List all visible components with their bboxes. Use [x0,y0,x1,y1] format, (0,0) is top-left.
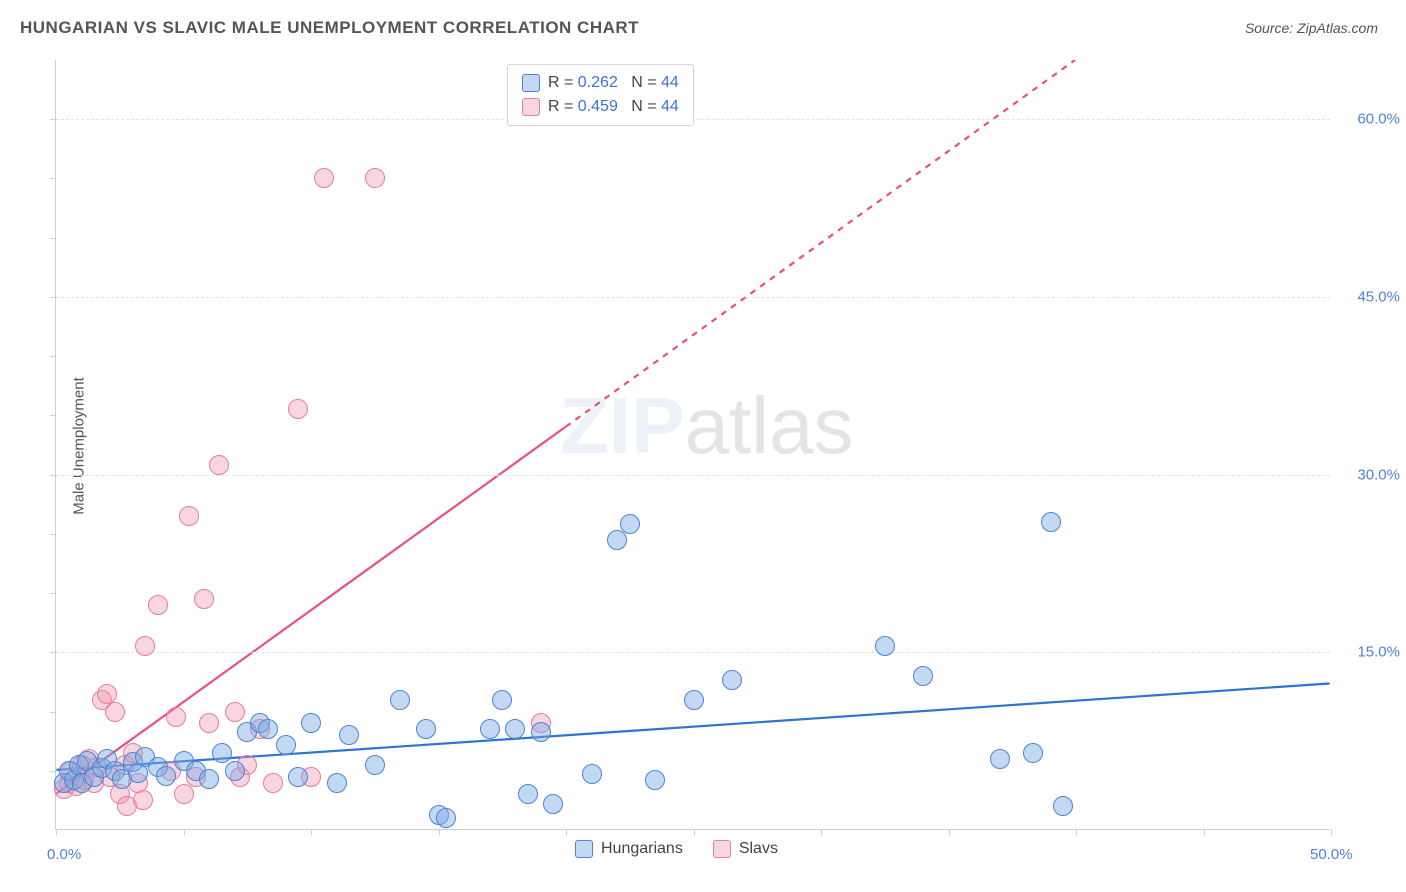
marker-hungarians [620,514,640,534]
marker-hungarians [416,719,436,739]
marker-hungarians [327,773,347,793]
marker-hungarians [1041,512,1061,532]
marker-hungarians [258,719,278,739]
y-tick-label: 45.0% [1340,288,1400,305]
marker-slavs [166,707,186,727]
marker-slavs [209,455,229,475]
legend-label-hungarians: Hungarians [601,840,683,858]
marker-hungarians [436,808,456,828]
marker-hungarians [212,743,232,763]
marker-hungarians [1023,743,1043,763]
swatch-slavs-icon [522,98,540,116]
marker-slavs [133,790,153,810]
y-tick-label: 15.0% [1340,644,1400,661]
legend-label-slavs: Slavs [739,840,778,858]
marker-slavs [174,784,194,804]
marker-slavs [314,168,334,188]
scatter-plot-area: 15.0%30.0%45.0%60.0% [55,60,1330,830]
marker-slavs [288,399,308,419]
marker-hungarians [875,636,895,656]
swatch-hungarians-icon [522,74,540,92]
marker-hungarians [518,784,538,804]
marker-hungarians [913,666,933,686]
series-legend: Hungarians Slavs [575,840,778,858]
marker-slavs [263,773,283,793]
stats-row-slavs: R = 0.459 N = 44 [522,95,679,119]
stats-text-hungarians: R = 0.262 N = 44 [548,71,679,95]
swatch-slavs-icon [713,840,731,858]
stats-text-slavs: R = 0.459 N = 44 [548,95,679,119]
legend-item-hungarians: Hungarians [575,840,683,858]
x-tick-label: 0.0% [47,846,81,863]
marker-hungarians [480,719,500,739]
marker-slavs [179,506,199,526]
stats-row-hungarians: R = 0.262 N = 44 [522,71,679,95]
swatch-hungarians-icon [575,840,593,858]
marker-hungarians [156,766,176,786]
marker-slavs [105,702,125,722]
marker-hungarians [543,794,563,814]
marker-hungarians [276,735,296,755]
marker-hungarians [1053,796,1073,816]
legend-item-slavs: Slavs [713,840,778,858]
marker-hungarians [582,764,602,784]
marker-slavs [148,595,168,615]
marker-hungarians [339,725,359,745]
x-tick-label: 50.0% [1310,846,1353,863]
marker-slavs [194,589,214,609]
marker-slavs [199,713,219,733]
marker-hungarians [365,755,385,775]
marker-hungarians [684,690,704,710]
source-attribution: Source: ZipAtlas.com [1245,20,1378,36]
marker-hungarians [390,690,410,710]
chart-title: HUNGARIAN VS SLAVIC MALE UNEMPLOYMENT CO… [20,18,639,38]
y-tick-label: 30.0% [1340,466,1400,483]
marker-slavs [135,636,155,656]
marker-slavs [225,702,245,722]
trend-lines-layer [56,60,1330,829]
marker-slavs [365,168,385,188]
marker-hungarians [645,770,665,790]
marker-hungarians [531,722,551,742]
marker-hungarians [492,690,512,710]
marker-hungarians [990,749,1010,769]
stats-legend: R = 0.262 N = 44 R = 0.459 N = 44 [507,64,694,126]
marker-hungarians [722,670,742,690]
marker-hungarians [199,769,219,789]
marker-hungarians [288,767,308,787]
marker-hungarians [225,761,245,781]
marker-hungarians [505,719,525,739]
marker-hungarians [301,713,321,733]
y-tick-label: 60.0% [1340,111,1400,128]
